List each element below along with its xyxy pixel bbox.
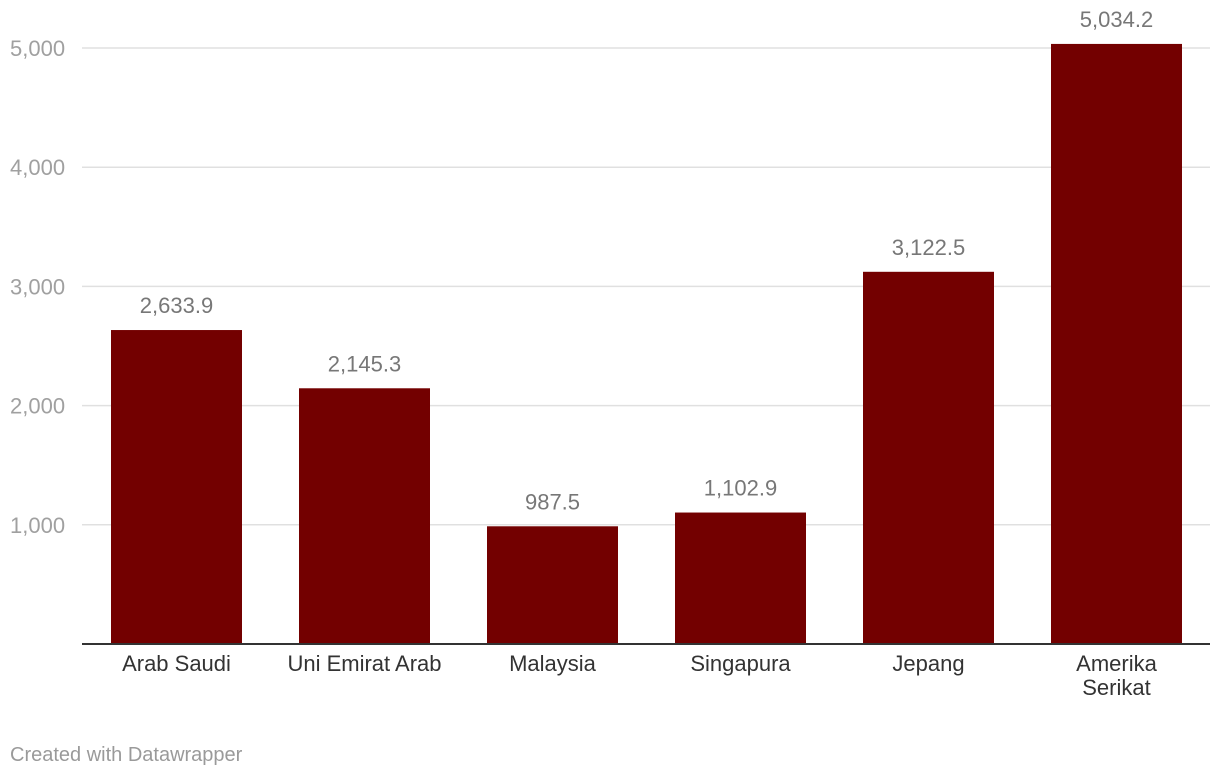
x-tick-label: Malaysia <box>509 651 597 676</box>
bar <box>863 271 994 644</box>
bar-value-label: 1,102.9 <box>704 476 777 501</box>
bar-value-label: 987.5 <box>525 489 580 514</box>
x-tick-label: Singapura <box>690 651 791 676</box>
bar <box>1051 43 1182 645</box>
bar <box>487 526 618 644</box>
bar <box>111 330 242 644</box>
bar-value-label: 5,034.2 <box>1080 7 1153 32</box>
bar <box>675 512 806 644</box>
x-tick-label: Jepang <box>892 651 964 676</box>
y-tick-label: 3,000 <box>10 274 65 299</box>
gridlines <box>82 47 1210 526</box>
bar-value-label: 3,122.5 <box>892 235 965 260</box>
bar <box>299 388 430 644</box>
value-labels: 2,633.9 2,145.3 987.5 1,102.9 3,122.5 5,034.2 <box>140 7 1153 514</box>
x-tick-label: Amerika Serikat <box>1076 651 1157 700</box>
bar-chart: 1,000 2,000 3,000 4,000 5,000 2,633.9 2,145.3… <box>10 7 1210 700</box>
y-tick-label: 4,000 <box>10 155 65 180</box>
x-tick-label: Arab Saudi <box>122 651 231 676</box>
x-tick-label: Uni Emirat Arab <box>287 651 441 676</box>
y-tick-label: 1,000 <box>10 513 65 538</box>
category-labels: Arab Saudi Uni Emirat Arab Malaysia Singapu… <box>122 651 1158 700</box>
credit-text: Created with Datawrapper <box>10 744 243 766</box>
y-axis-ticks: 1,000 2,000 3,000 4,000 5,000 <box>10 36 65 538</box>
y-tick-label: 2,000 <box>10 394 65 419</box>
bar-value-label: 2,145.3 <box>328 351 401 376</box>
bars <box>111 43 1182 645</box>
bar-value-label: 2,633.9 <box>140 293 213 318</box>
y-tick-label: 5,000 <box>10 36 65 61</box>
